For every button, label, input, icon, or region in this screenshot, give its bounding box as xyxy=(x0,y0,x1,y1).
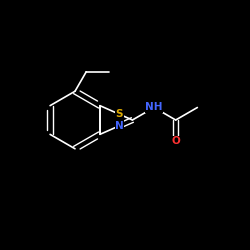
Text: O: O xyxy=(171,136,180,146)
Text: S: S xyxy=(116,109,123,119)
Text: NH: NH xyxy=(145,102,163,113)
Text: N: N xyxy=(115,121,124,131)
